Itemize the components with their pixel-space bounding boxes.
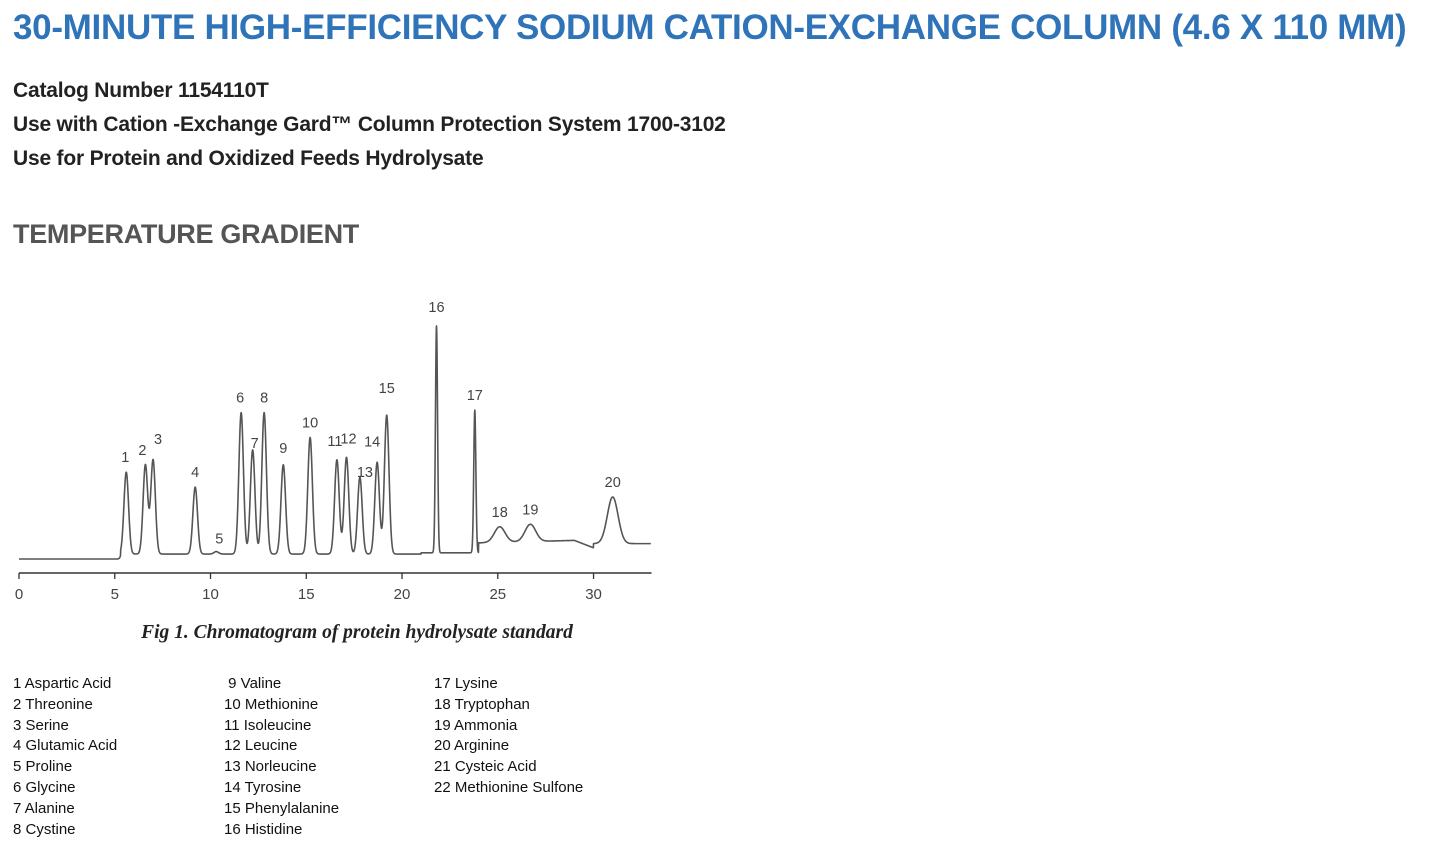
x-axis: 0 5 10 15 20 25 30 [15,572,652,603]
peak-label-18: 18 [492,505,508,521]
section-title: TEMPERATURE GRADIENT [13,219,360,249]
peak-label-16: 16 [428,300,444,316]
x-tick-label: 30 [585,586,602,603]
legend-item: 13 Norleucine [224,758,317,776]
legend-item: 14 Tyrosine [224,778,302,796]
legend-item: 21 Cysteic Acid [434,758,537,776]
legend-item: 7 Alanine [13,799,75,817]
guard-system-note: Use with Cation -Exchange Gard™ Column P… [13,113,726,136]
peak-label-20: 20 [605,475,621,491]
peak-label-19: 19 [522,502,538,518]
legend-item: 1 Aspartic Acid [13,675,112,692]
peak-label-6: 6 [236,391,244,407]
x-tick-label: 15 [298,586,315,603]
legend-item: 5 Proline [13,758,73,776]
legend-item: 6 Glycine [13,778,76,796]
legend-item: 19 Ammonia [434,716,518,734]
legend-item: 16 Histidine [224,820,303,838]
chromatogram-trace [18,325,652,560]
legend-item: 22 Methionine Sulfone [434,778,584,796]
peak-label-8: 8 [260,391,268,407]
trace-layer [18,325,652,560]
x-tick-label: 0 [15,586,23,603]
peak-label-7: 7 [251,436,259,452]
legend-item: 11 Isoleucine [224,716,312,734]
peak-label-12: 12 [340,431,356,447]
peak-label-9: 9 [279,441,287,457]
x-tick-label: 10 [202,586,219,603]
legend-item: 8 Cystine [13,820,76,838]
product-info: Catalog Number 1154110T Use with Cation … [13,74,726,176]
legend-item: 18 Tryptophan [434,695,530,713]
peak-label-14: 14 [364,434,380,450]
legend-item: 15 Phenylalanine [224,799,340,817]
peak-label-10: 10 [302,415,318,431]
legend-column-1: 1 Aspartic Acid 2 Threonine 3 Serine 4 G… [13,674,117,840]
chromatogram-svg: 0 5 10 15 20 25 30 1 23456789101112131415161718… [15,300,652,643]
peak-label-4: 4 [191,465,199,481]
legend-item: 20 Arginine [434,737,510,755]
legend-column-2: 9 Valine 10 Methionine 11 Isoleucine 12 … [224,674,339,840]
chromatogram-chart: 0 5 10 15 20 25 30 1 2 3 4 5 6 7 8 9 10 11 12 13 14 15 16 17 18… [10,285,660,655]
legend-item: 10 Methionine [224,695,319,713]
legend-column-3: 17 Lysine 18 Tryptophan 19 Ammonia 20 Ar… [434,674,583,799]
legend-item: 2 Threonine [13,695,93,713]
peak-label-13: 13 [357,465,373,481]
peak-label-11: 11 [327,434,342,450]
x-tick-label: 20 [394,586,411,603]
catalog-number: Catalog Number 1154110T [13,79,269,102]
x-tick-label: 5 [111,586,119,603]
usage-note: Use for Protein and Oxidized Feeds Hydro… [13,147,484,170]
peak-label-1: 1 [121,450,129,466]
x-tick-label: 25 [489,586,506,603]
legend-item: 12 Leucine [224,737,298,755]
peak-label-2: 2 [138,443,146,459]
page-title: 30-MINUTE HIGH-EFFICIENCY SODIUM CATION-… [13,8,1407,47]
legend-item: 17 Lysine [434,675,498,692]
peak-label-5: 5 [215,532,223,548]
legend-item: 4 Glutamic Acid [13,737,118,755]
peak-label-17: 17 [467,388,483,404]
chart-caption: Fig 1. Chromatogram of protein hydrolysa… [140,622,573,643]
legend-item: 9 Valine [224,675,282,692]
peak-label-3: 3 [154,432,162,448]
legend-item: 3 Serine [13,716,69,734]
peak-label-15: 15 [379,381,395,397]
